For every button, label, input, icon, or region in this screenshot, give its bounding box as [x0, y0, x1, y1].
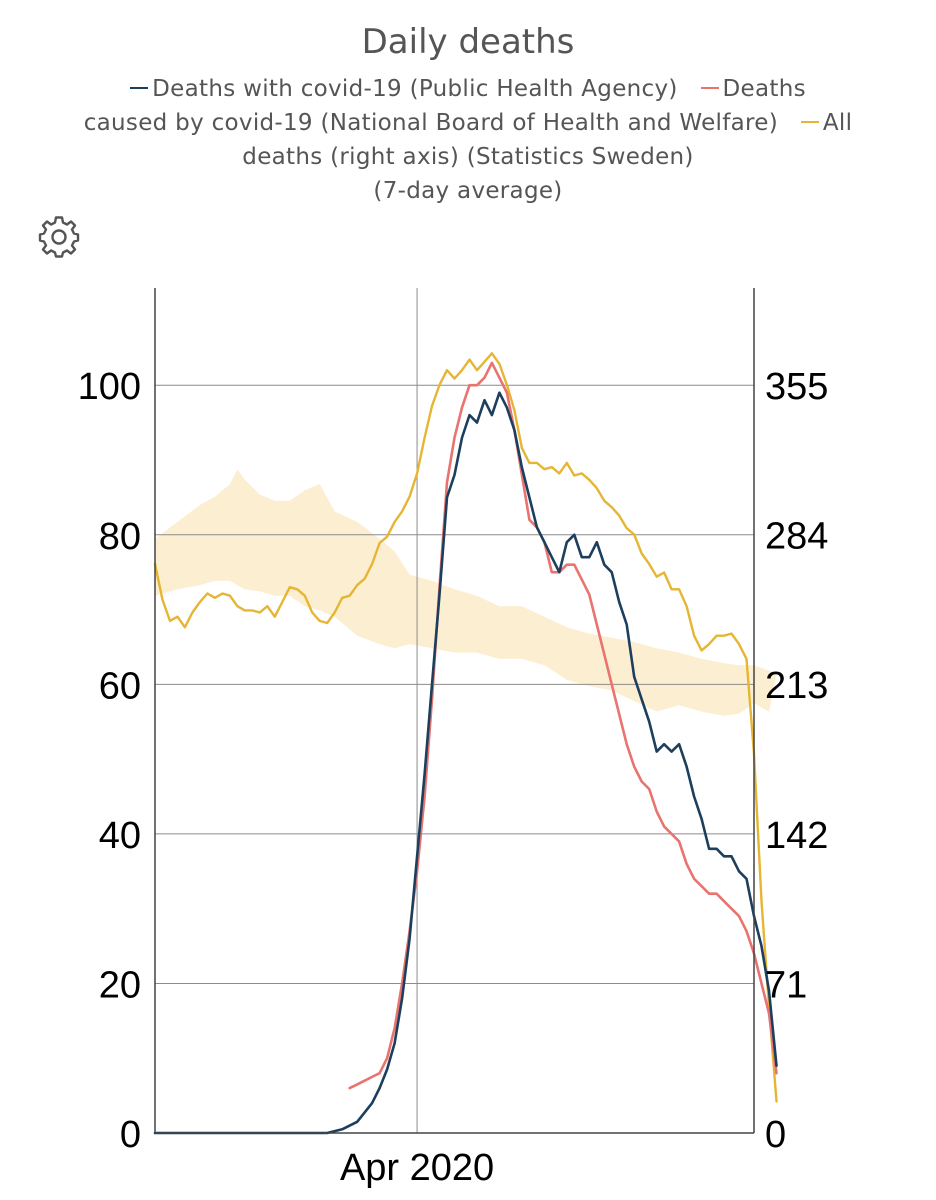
legend-row: (7-day average) — [0, 178, 936, 204]
legend-text: deaths (right axis) (Statistics Sweden) — [242, 144, 694, 170]
legend-swatch — [130, 86, 149, 89]
series-layer — [153, 352, 778, 1135]
y-left-tick-label: 0 — [120, 1114, 141, 1156]
gear-icon-graphic — [38, 216, 80, 258]
y-left-tick-label: 20 — [99, 964, 141, 1006]
series-line-2 — [153, 352, 778, 1103]
y-left-tick-label: 100 — [78, 366, 141, 408]
chart-title: Daily deaths — [361, 22, 575, 62]
series-line-1 — [348, 361, 778, 1090]
y-right-tick-label: 355 — [765, 366, 828, 408]
y-right-tick-label: 284 — [765, 516, 828, 558]
legend-row: caused by covid-19 (National Board of He… — [0, 110, 936, 136]
legend-item[interactable]: All — [822, 110, 853, 136]
legend-swatch — [800, 120, 819, 123]
y-left-tick-label: 60 — [99, 665, 141, 707]
legend-row: deaths (right axis) (Statistics Sweden) — [0, 144, 936, 170]
legend-text: caused by covid-19 (National Board of He… — [83, 110, 779, 136]
legend-swatch — [700, 86, 719, 89]
baseline-band — [155, 469, 777, 716]
y-right-tick-label: 142 — [765, 815, 828, 857]
y-left-tick-label: 80 — [99, 516, 141, 558]
series-line-0 — [153, 391, 778, 1135]
y-right-tick-label: 71 — [765, 964, 807, 1006]
y-right-tick-label: 213 — [765, 665, 828, 707]
grid-layer — [155, 288, 754, 1133]
y-left-tick-label: 40 — [99, 815, 141, 857]
baseline-band-layer — [155, 469, 777, 716]
gear-icon-hub — [51, 229, 67, 245]
legend-item[interactable]: Deaths — [722, 76, 806, 102]
axis-layer: 0 20 40 60 80 100 0 71 142 213 284 355 Apr 2020 — [78, 288, 828, 1189]
gear-icon-outline — [38, 216, 80, 258]
legend-text: (7-day average) — [373, 178, 563, 204]
x-tick-label: Apr 2020 — [340, 1147, 494, 1189]
legend-item[interactable]: Deaths with covid-19 (Public Health Agen… — [152, 76, 678, 102]
legend-row: Deaths with covid-19 (Public Health Agen… — [0, 76, 936, 102]
gear-icon[interactable] — [38, 216, 80, 258]
y-right-tick-label: 0 — [765, 1114, 786, 1156]
